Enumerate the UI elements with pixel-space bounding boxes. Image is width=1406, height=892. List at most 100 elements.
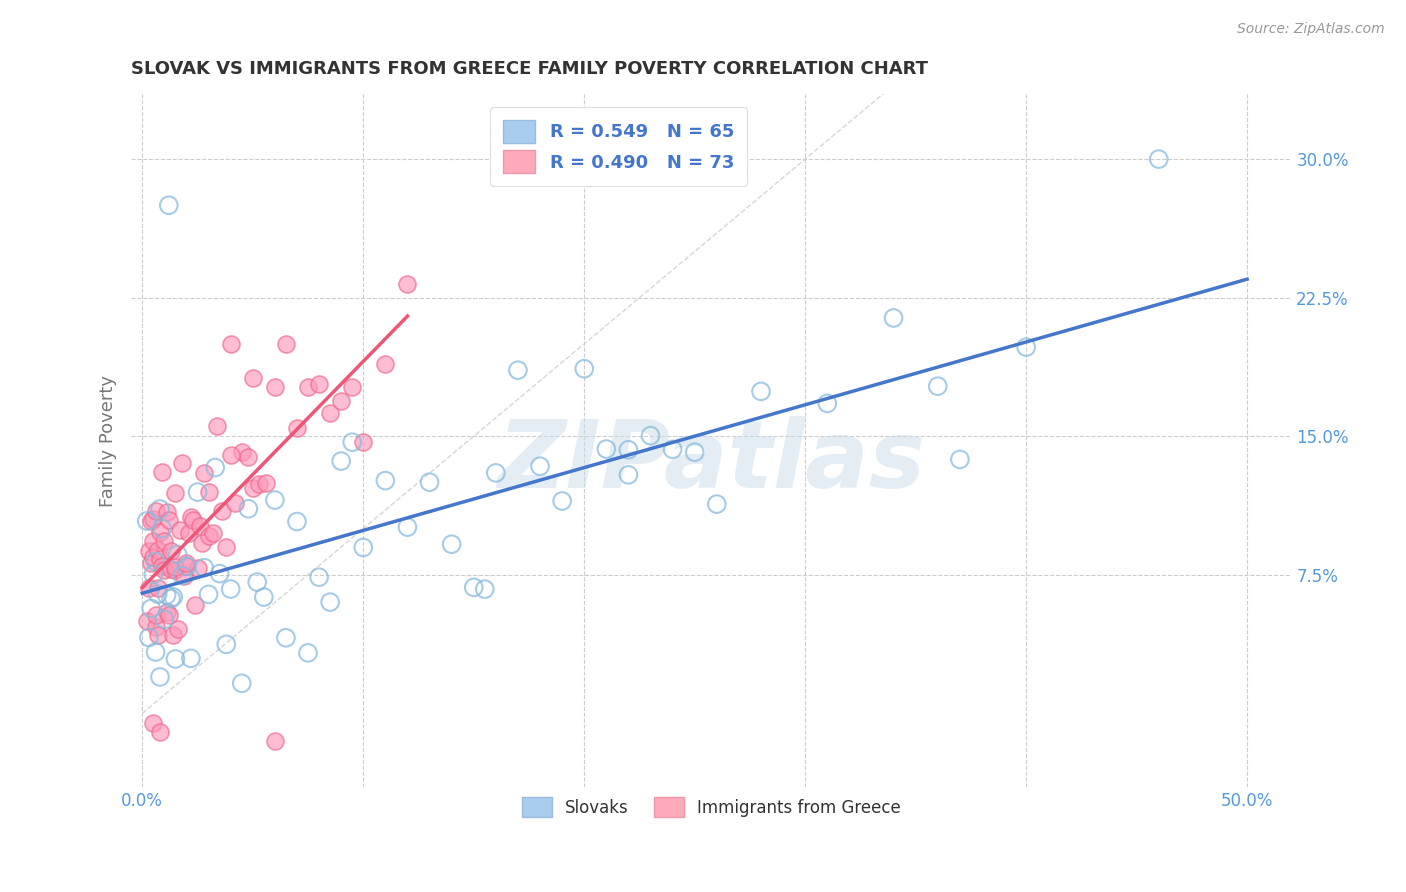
Point <box>149 552 172 566</box>
Point <box>264 380 287 394</box>
Point <box>146 587 169 601</box>
Point <box>201 526 224 541</box>
Point <box>617 467 640 482</box>
Point <box>157 198 180 212</box>
Point <box>529 459 551 474</box>
Point <box>181 513 204 527</box>
Point <box>142 549 165 564</box>
Point <box>145 620 167 634</box>
Point <box>617 442 640 457</box>
Point <box>706 497 728 511</box>
Point <box>153 612 176 626</box>
Point <box>176 559 198 574</box>
Point <box>208 566 231 581</box>
Point <box>155 605 177 619</box>
Text: Source: ZipAtlas.com: Source: ZipAtlas.com <box>1237 22 1385 37</box>
Point <box>274 337 297 351</box>
Point <box>145 608 167 623</box>
Point <box>219 448 242 462</box>
Point <box>142 715 165 730</box>
Point <box>319 406 342 420</box>
Point <box>139 601 162 615</box>
Point <box>207 419 229 434</box>
Point <box>173 569 195 583</box>
Point <box>342 380 364 394</box>
Point <box>238 501 260 516</box>
Point <box>297 646 319 660</box>
Point <box>135 514 157 528</box>
Point <box>149 524 172 539</box>
Point <box>176 556 198 570</box>
Point <box>242 371 264 385</box>
Point <box>253 590 276 604</box>
Point <box>193 560 215 574</box>
Point <box>162 628 184 642</box>
Point <box>231 676 253 690</box>
Point <box>145 645 167 659</box>
Point <box>215 637 238 651</box>
Point <box>1147 152 1170 166</box>
Point <box>215 540 238 554</box>
Point <box>160 562 183 576</box>
Y-axis label: Family Poverty: Family Poverty <box>100 375 117 507</box>
Point <box>166 548 188 562</box>
Point <box>211 503 233 517</box>
Point <box>485 466 508 480</box>
Point <box>138 544 160 558</box>
Point <box>138 581 160 595</box>
Text: SLOVAK VS IMMIGRANTS FROM GREECE FAMILY POVERTY CORRELATION CHART: SLOVAK VS IMMIGRANTS FROM GREECE FAMILY … <box>131 60 928 78</box>
Point <box>440 537 463 551</box>
Text: ZIPatlas: ZIPatlas <box>498 416 925 508</box>
Point <box>139 556 162 570</box>
Point <box>157 607 180 622</box>
Point <box>308 377 330 392</box>
Point <box>176 559 198 574</box>
Point <box>551 494 574 508</box>
Point <box>165 652 187 666</box>
Point <box>463 580 485 594</box>
Point <box>197 529 219 543</box>
Point <box>165 485 187 500</box>
Point <box>342 435 364 450</box>
Point <box>419 475 441 490</box>
Point <box>197 484 219 499</box>
Point <box>640 428 662 442</box>
Point <box>145 503 167 517</box>
Point <box>153 534 176 549</box>
Point <box>238 450 260 464</box>
Point <box>224 496 246 510</box>
Point <box>595 442 617 456</box>
Point <box>170 568 193 582</box>
Point <box>246 575 269 590</box>
Point <box>155 588 177 602</box>
Point <box>1015 340 1038 354</box>
Point <box>142 512 165 526</box>
Point <box>146 543 169 558</box>
Point <box>506 363 529 377</box>
Point <box>474 582 496 596</box>
Point <box>249 476 271 491</box>
Point <box>149 670 172 684</box>
Point <box>204 460 226 475</box>
Point <box>927 379 949 393</box>
Point <box>374 474 396 488</box>
Point <box>186 485 208 500</box>
Point <box>285 515 308 529</box>
Point <box>150 558 173 573</box>
Point <box>139 515 162 529</box>
Point <box>330 394 353 409</box>
Point <box>146 581 169 595</box>
Point <box>396 277 419 291</box>
Point <box>150 465 173 479</box>
Point <box>231 445 253 459</box>
Point <box>149 502 172 516</box>
Point <box>308 570 330 584</box>
Point <box>138 631 160 645</box>
Point <box>274 631 297 645</box>
Point <box>177 525 200 540</box>
Point <box>264 734 287 748</box>
Point <box>330 454 353 468</box>
Point <box>949 452 972 467</box>
Point <box>749 384 772 399</box>
Point <box>150 522 173 536</box>
